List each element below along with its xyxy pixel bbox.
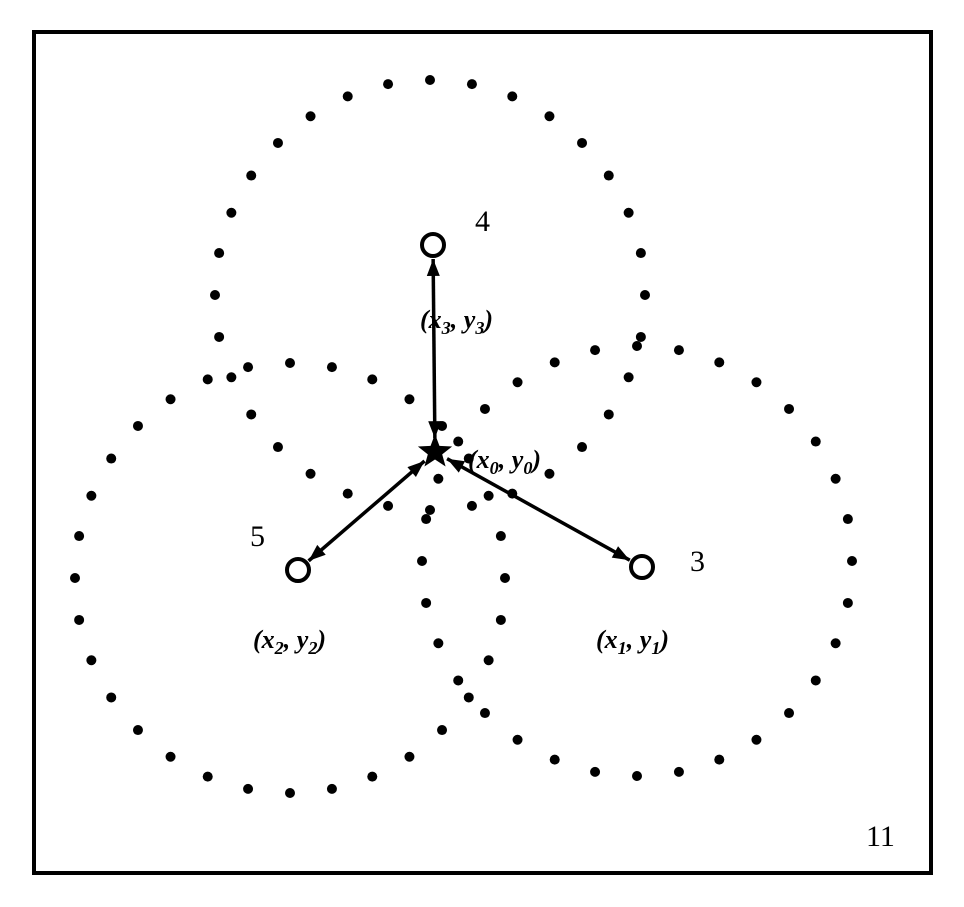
outer-frame bbox=[32, 30, 933, 875]
